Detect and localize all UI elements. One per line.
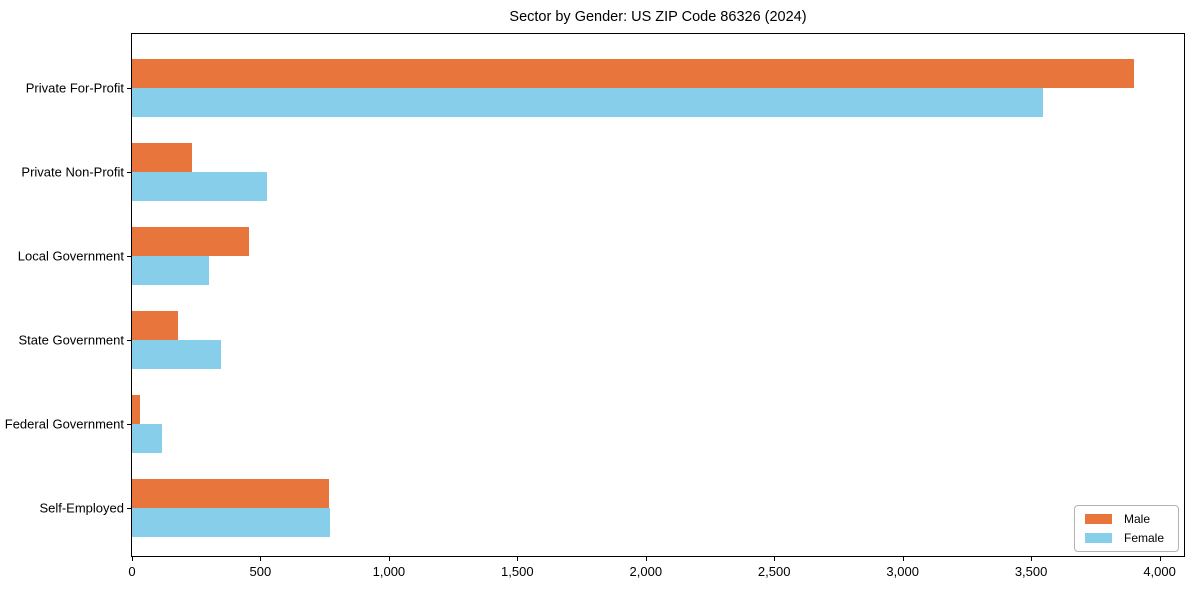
x-tick-label-500: 500: [249, 564, 272, 579]
x-tick-mark: [645, 557, 647, 561]
y-tick-label-private-non-profit: Private Non-Profit: [21, 164, 124, 180]
legend-entry-female: Female: [1084, 531, 1164, 545]
y-tick-mark: [127, 172, 131, 173]
bar-male-private-non-profit: [132, 143, 193, 172]
y-tick-mark: [127, 256, 131, 257]
y-tick-mark: [127, 424, 131, 425]
y-tick-label-federal-government: Federal Government: [4, 416, 124, 432]
x-tick-mark: [517, 557, 519, 561]
bar-male-federal-government: [132, 395, 140, 424]
x-tick-mark: [1031, 557, 1033, 561]
x-tick-label-1-500: 1,500: [501, 564, 534, 579]
y-tick-label-local-government: Local Government: [17, 248, 124, 264]
x-tick-mark: [132, 557, 133, 561]
legend-entry-male: Male: [1084, 512, 1164, 526]
x-tick-label-3-500: 3,500: [1014, 564, 1048, 579]
y-tick-label-self-employed: Self-Employed: [39, 500, 124, 516]
y-tick-label-private-for-profit: Private For-Profit: [25, 80, 124, 96]
x-tick-mark: [774, 557, 776, 561]
x-tick-label-2-500: 2,500: [757, 564, 791, 579]
bar-female-private-for-profit: [132, 88, 1043, 117]
x-tick-mark: [902, 557, 904, 561]
bar-male-state-government: [132, 311, 179, 340]
bar-female-self-employed: [132, 508, 330, 537]
x-tick-label-1-000: 1,000: [372, 564, 406, 579]
y-tick-mark: [127, 88, 131, 89]
legend-swatch-female: [1084, 533, 1112, 543]
x-tick-label-2-000: 2,000: [629, 564, 663, 579]
bar-male-local-government: [132, 227, 249, 256]
bar-female-private-non-profit: [132, 172, 267, 201]
bar-female-local-government: [132, 256, 210, 285]
y-tick-mark: [127, 340, 131, 341]
chart-title: Sector by Gender: US ZIP Code 86326 (202…: [509, 9, 807, 25]
x-tick-label-3-000: 3,000: [886, 564, 919, 579]
y-tick-label-state-government: State Government: [18, 332, 125, 348]
legend-swatch-male: [1084, 514, 1112, 524]
x-tick-label-0: 0: [128, 564, 136, 579]
bar-male-private-for-profit: [132, 59, 1134, 88]
x-tick-label-4-000: 4,000: [1143, 564, 1176, 579]
y-tick-mark: [127, 508, 131, 509]
legend: Male Female: [1073, 505, 1179, 552]
legend-label-female: Female: [1123, 531, 1164, 545]
x-tick-mark: [1159, 557, 1161, 561]
bar-female-state-government: [132, 340, 221, 369]
x-tick-mark: [388, 557, 390, 561]
x-tick-mark: [260, 557, 262, 561]
bar-female-federal-government: [132, 424, 162, 453]
plot-area: Male Female: [131, 33, 1185, 557]
bar-male-self-employed: [132, 479, 329, 508]
legend-label-male: Male: [1123, 512, 1150, 526]
